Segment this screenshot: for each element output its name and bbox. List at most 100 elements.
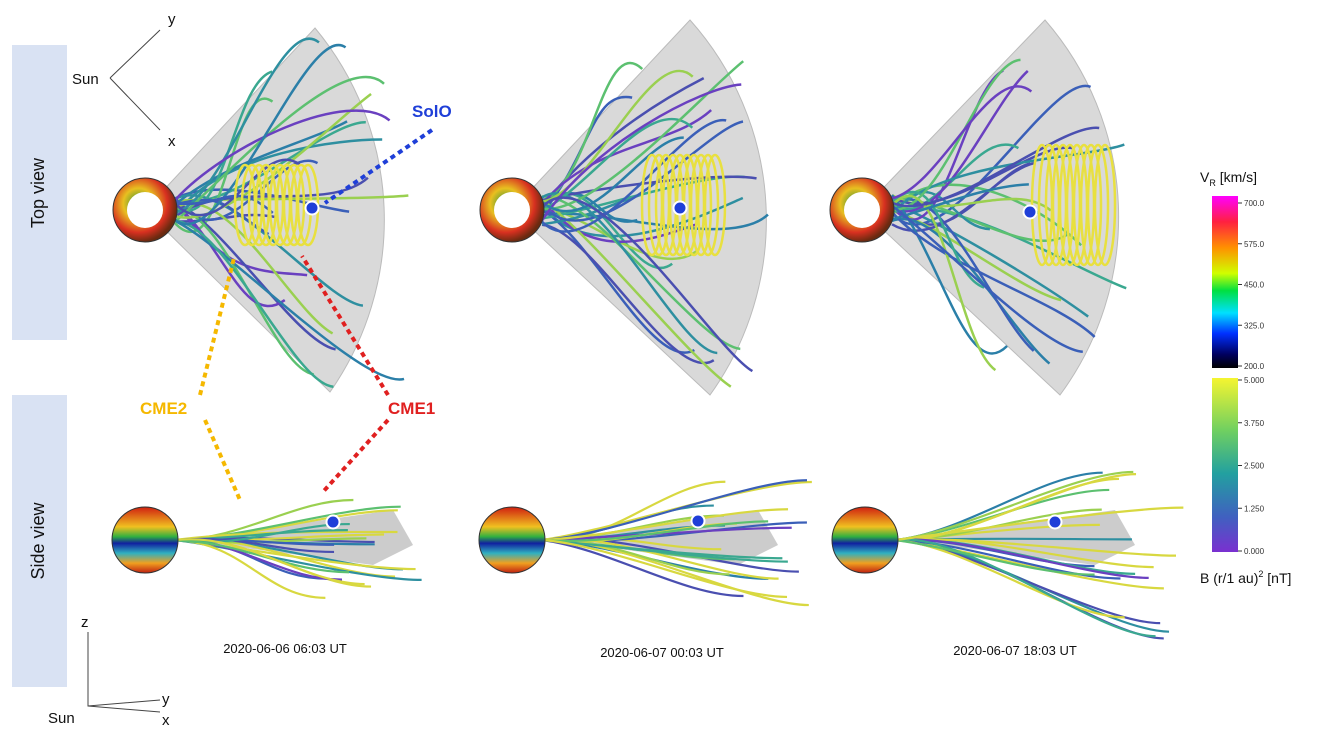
arrow — [300, 254, 390, 397]
field-line — [174, 538, 365, 586]
field-line — [891, 126, 1100, 208]
colorbar-tick-label: 200.0 — [1244, 362, 1265, 371]
field-line — [894, 538, 1156, 638]
colorbar-tick-label: 5.000 — [1244, 376, 1265, 385]
wedge — [511, 19, 767, 396]
colorbar-tick-label: 325.0 — [1244, 321, 1265, 330]
flux-rope — [703, 153, 727, 257]
field-line — [174, 75, 385, 223]
axis-label: Sun — [72, 71, 99, 88]
field-line — [894, 538, 1095, 576]
colorbar-tick-label: 1.250 — [1244, 504, 1265, 513]
colorbar-tick-label: 0.000 — [1244, 547, 1265, 556]
arrow — [203, 419, 242, 501]
field-line — [891, 143, 1020, 213]
axis-label: x — [168, 133, 176, 150]
field-line — [174, 194, 274, 214]
flux-rope — [696, 153, 720, 257]
colorbar — [1212, 378, 1238, 552]
field-line — [541, 526, 792, 542]
sun — [478, 506, 546, 574]
field-line — [174, 109, 391, 201]
spacecraft — [1047, 514, 1063, 530]
row-label: Side view — [28, 501, 48, 579]
field-line — [541, 223, 715, 365]
axis-label: Sun — [48, 710, 75, 727]
field-line — [891, 209, 1062, 302]
field-line — [174, 158, 301, 217]
field-line — [541, 205, 699, 261]
axis-lines — [87, 632, 161, 713]
arrow — [323, 128, 434, 205]
field-line — [891, 197, 1035, 352]
annotation: CME2 — [140, 399, 187, 418]
sun-hole — [844, 192, 880, 228]
axis-label: y — [168, 11, 176, 28]
field-line — [541, 198, 732, 388]
field-line — [541, 508, 789, 542]
field-line — [541, 69, 694, 203]
spacecraft — [304, 200, 320, 216]
spacecraft — [1022, 204, 1038, 220]
field-line — [174, 93, 372, 219]
field-line — [174, 202, 286, 308]
colorbar-title: B (r/1 au)2 [nT] — [1200, 569, 1291, 586]
spacecraft — [325, 514, 341, 530]
field-line — [891, 211, 1096, 338]
spacecraft — [690, 513, 706, 529]
flux-rope — [282, 163, 306, 247]
field-line — [891, 194, 997, 372]
sun — [831, 506, 899, 574]
field-line — [174, 219, 405, 381]
field-line — [541, 538, 744, 598]
field-line — [541, 538, 788, 599]
annotation: SolO — [412, 102, 452, 121]
annotation: CME1 — [388, 399, 435, 418]
field-line — [174, 188, 350, 213]
field-line — [891, 69, 1029, 213]
colorbar-tick-label: 575.0 — [1244, 240, 1265, 249]
row-label: Top view — [28, 157, 48, 228]
row-box — [12, 45, 67, 340]
timestamp: 2020-06-07 00:03 UT — [600, 645, 724, 660]
row-box — [12, 395, 67, 687]
flux-rope — [1079, 143, 1103, 267]
field-line — [541, 520, 769, 543]
field-line — [174, 194, 364, 307]
cme-surface — [905, 510, 1135, 565]
field-line — [541, 192, 718, 355]
colorbar — [1212, 196, 1238, 368]
field-line — [541, 479, 807, 542]
field-line — [541, 109, 712, 206]
wedge — [144, 27, 385, 393]
field-line — [541, 196, 754, 373]
field-line — [541, 60, 745, 211]
field-line — [891, 190, 985, 289]
sun-hole — [127, 192, 163, 228]
axis-lines — [109, 29, 161, 131]
field-line — [174, 43, 347, 225]
field-line — [894, 470, 1134, 542]
field-line — [541, 136, 684, 213]
sun-hole — [494, 192, 530, 228]
axis-label: x — [162, 712, 170, 729]
field-line — [541, 538, 783, 560]
colorbar-tick-label: 700.0 — [1244, 199, 1265, 208]
flux-rope — [689, 153, 713, 257]
simulation-panels — [111, 19, 1184, 640]
arrow — [198, 257, 236, 396]
timestamp: 2020-06-06 06:03 UT — [223, 641, 347, 656]
axis-label: z — [81, 614, 89, 631]
field-line — [174, 219, 334, 388]
field-line — [891, 204, 1083, 353]
field-line — [894, 473, 1137, 542]
colorbar-tick-label: 450.0 — [1244, 281, 1265, 290]
field-line — [541, 120, 744, 222]
wedge — [861, 19, 1120, 396]
field-line — [174, 538, 326, 599]
spacecraft — [672, 200, 688, 216]
sun — [111, 506, 179, 574]
arrow — [320, 418, 390, 495]
field-line — [541, 119, 727, 233]
